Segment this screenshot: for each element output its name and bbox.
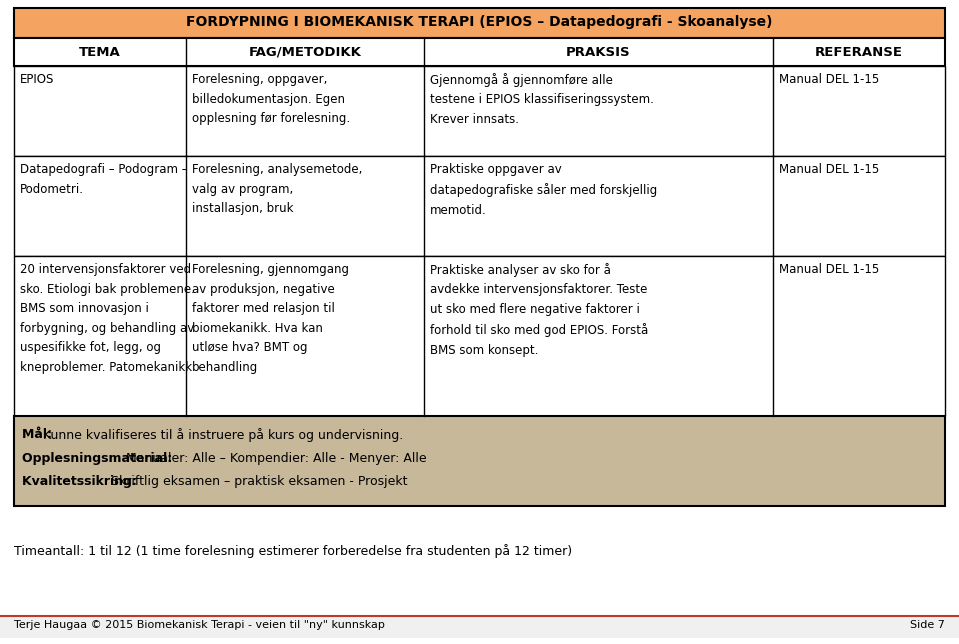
Bar <box>0 616 959 638</box>
Text: Manualer: Alle – Kompendier: Alle - Menyer: Alle: Manualer: Alle – Kompendier: Alle - Meny… <box>127 451 427 465</box>
Text: Praktiske oppgaver av
datapedografiske såler med forskjellig
memotid.: Praktiske oppgaver av datapedografiske s… <box>430 163 657 216</box>
Text: FORDYPNING I BIOMEKANISK TERAPI (EPIOS – Datapedografi - Skoanalyse): FORDYPNING I BIOMEKANISK TERAPI (EPIOS –… <box>186 15 773 29</box>
Text: Manual DEL 1-15: Manual DEL 1-15 <box>779 73 879 86</box>
Text: Kunne kvalifiseres til å instruere på kurs og undervisning.: Kunne kvalifiseres til å instruere på ku… <box>43 428 403 442</box>
Text: Manual DEL 1-15: Manual DEL 1-15 <box>779 263 879 276</box>
Text: Skriftlig eksamen – praktisk eksamen - Prosjekt: Skriftlig eksamen – praktisk eksamen - P… <box>110 475 408 488</box>
Bar <box>14 416 945 506</box>
Text: Manual DEL 1-15: Manual DEL 1-15 <box>779 163 879 176</box>
Text: Terje Haugaa © 2015 Biomekanisk Terapi - veien til "ny" kunnskap: Terje Haugaa © 2015 Biomekanisk Terapi -… <box>14 620 385 630</box>
Text: Kvalitetssikring:: Kvalitetssikring: <box>22 475 141 488</box>
Text: Praktiske analyser av sko for å
avdekke intervensjonsfaktorer. Teste
ut sko med : Praktiske analyser av sko for å avdekke … <box>430 263 648 357</box>
Text: Mål:: Mål: <box>22 428 57 441</box>
Text: Opplesningsmaterial:: Opplesningsmaterial: <box>22 451 176 465</box>
Text: Forelesning, oppgaver,
billedokumentasjon. Egen
opplesning før forelesning.: Forelesning, oppgaver, billedokumentasjo… <box>192 73 350 125</box>
Bar <box>14 38 945 66</box>
Text: EPIOS: EPIOS <box>20 73 55 86</box>
Text: Forelesning, gjennomgang
av produksjon, negative
faktorer med relasjon til
biome: Forelesning, gjennomgang av produksjon, … <box>192 263 349 374</box>
Text: Timeantall: 1 til 12 (1 time forelesning estimerer forberedelse fra studenten på: Timeantall: 1 til 12 (1 time forelesning… <box>14 544 573 558</box>
Bar <box>14 66 945 156</box>
Text: Side 7: Side 7 <box>910 620 945 630</box>
Text: Datapedografi – Podogram –
Podometri.: Datapedografi – Podogram – Podometri. <box>20 163 188 196</box>
Text: 20 intervensjonsfaktorer ved
sko. Etiologi bak problemene.
BMS som innovasjon i
: 20 intervensjonsfaktorer ved sko. Etiolo… <box>20 263 195 374</box>
Text: TEMA: TEMA <box>80 46 121 59</box>
Text: FAG/METODIKK: FAG/METODIKK <box>248 46 362 59</box>
Text: REFERANSE: REFERANSE <box>815 46 902 59</box>
Text: Gjennomgå å gjennomføre alle
testene i EPIOS klassifiseringssystem.
Krever innsa: Gjennomgå å gjennomføre alle testene i E… <box>430 73 653 126</box>
Bar <box>14 8 945 38</box>
Bar <box>14 156 945 256</box>
Text: Forelesning, analysemetode,
valg av program,
installasjon, bruk: Forelesning, analysemetode, valg av prog… <box>192 163 363 215</box>
Bar <box>14 256 945 416</box>
Text: PRAKSIS: PRAKSIS <box>566 46 630 59</box>
